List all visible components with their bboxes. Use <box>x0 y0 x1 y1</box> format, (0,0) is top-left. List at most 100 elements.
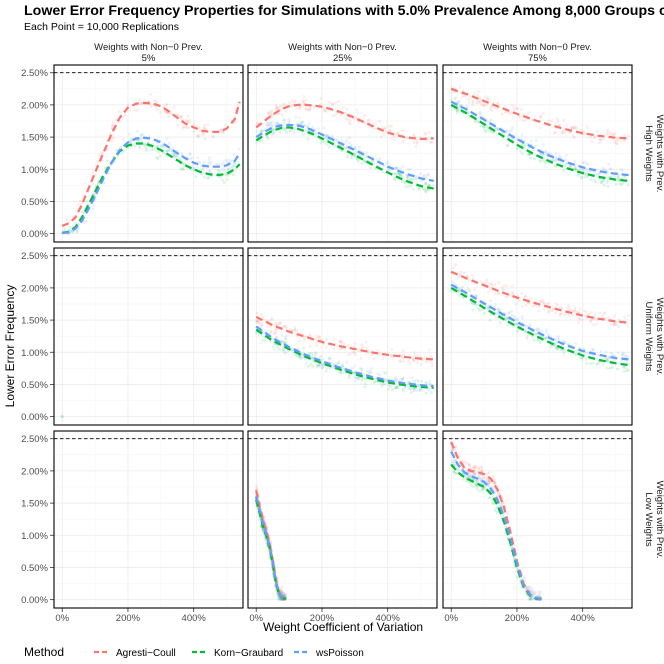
data-point-agresti-coull <box>279 108 283 112</box>
data-point-wspoisson <box>524 324 528 328</box>
data-point-agresti-coull <box>61 228 65 232</box>
data-point-korn-graubard <box>515 329 519 333</box>
data-point-agresti-coull <box>270 318 274 322</box>
data-point-agresti-coull <box>589 320 593 324</box>
data-point-wspoisson <box>540 329 544 333</box>
data-point-wspoisson <box>524 324 528 328</box>
data-point-agresti-coull <box>293 99 297 103</box>
data-point-korn-graubard <box>455 109 459 113</box>
data-point-agresti-coull <box>571 134 575 138</box>
data-point-wspoisson <box>140 133 144 137</box>
data-point-agresti-coull <box>506 294 510 298</box>
data-point-korn-graubard <box>469 483 473 487</box>
data-point-korn-graubard <box>284 337 288 341</box>
data-point-wspoisson <box>199 164 203 168</box>
data-point-agresti-coull <box>505 511 509 515</box>
data-point-korn-graubard <box>332 144 336 148</box>
data-point-agresti-coull <box>573 125 577 129</box>
data-point-korn-graubard <box>425 187 429 191</box>
data-point-agresti-coull <box>492 481 496 485</box>
data-point-korn-graubard <box>403 181 407 185</box>
data-point-agresti-coull <box>201 133 205 137</box>
data-point-agresti-coull <box>376 348 380 352</box>
data-point-agresti-coull <box>481 102 485 106</box>
y-tick-label: 1.50% <box>21 499 48 510</box>
data-point-korn-graubard <box>580 357 584 361</box>
data-point-wspoisson <box>488 299 492 303</box>
data-point-agresti-coull <box>539 114 543 118</box>
data-point-wspoisson <box>545 328 549 332</box>
data-point-wspoisson <box>510 313 514 317</box>
data-point-wspoisson <box>611 353 615 357</box>
data-point-wspoisson <box>226 158 230 162</box>
data-point-agresti-coull <box>110 126 114 130</box>
data-point-wspoisson <box>147 134 151 138</box>
data-point-wspoisson <box>558 154 562 158</box>
data-point-korn-graubard <box>223 172 227 176</box>
data-point-agresti-coull <box>352 350 356 354</box>
data-point-agresti-coull <box>108 131 112 135</box>
data-point-agresti-coull <box>511 290 515 294</box>
data-point-korn-graubard <box>608 366 612 370</box>
data-point-agresti-coull <box>530 118 534 122</box>
data-point-agresti-coull <box>615 142 619 146</box>
data-point-korn-graubard <box>519 149 523 153</box>
data-point-korn-graubard <box>152 147 156 151</box>
data-point-korn-graubard <box>380 384 384 388</box>
data-point-wspoisson <box>591 347 595 351</box>
data-point-agresti-coull <box>550 118 554 122</box>
data-point-korn-graubard <box>396 172 400 176</box>
data-point-agresti-coull <box>470 274 474 278</box>
data-point-agresti-coull <box>467 462 471 466</box>
data-point-wspoisson <box>573 160 577 164</box>
data-point-korn-graubard <box>335 138 339 142</box>
data-point-wspoisson <box>604 350 608 354</box>
data-point-wspoisson <box>282 345 286 349</box>
data-point-wspoisson <box>415 378 419 382</box>
data-point-korn-graubard <box>161 145 165 149</box>
data-point-korn-graubard <box>370 160 374 164</box>
data-point-agresti-coull <box>186 120 190 124</box>
data-point-korn-graubard <box>575 348 579 352</box>
data-point-korn-graubard <box>306 364 310 368</box>
data-point-wspoisson <box>381 170 385 174</box>
data-point-wspoisson <box>279 590 283 594</box>
data-point-korn-graubard <box>384 378 388 382</box>
data-point-agresti-coull <box>472 92 476 96</box>
panel-border <box>53 430 244 609</box>
data-point-agresti-coull <box>551 305 555 309</box>
data-point-korn-graubard <box>614 182 618 186</box>
data-point-agresti-coull <box>616 137 620 141</box>
data-point-wspoisson <box>406 168 410 172</box>
data-point-wspoisson <box>382 371 386 375</box>
data-point-korn-graubard <box>386 387 390 391</box>
data-point-wspoisson <box>616 351 620 355</box>
data-point-agresti-coull <box>607 316 611 320</box>
data-point-agresti-coull <box>91 172 95 176</box>
data-point-agresti-coull <box>575 125 579 129</box>
data-point-agresti-coull <box>584 317 588 321</box>
data-point-agresti-coull <box>401 352 405 356</box>
data-point-wspoisson <box>620 169 624 173</box>
data-point-korn-graubard <box>424 189 428 193</box>
data-point-korn-graubard <box>466 113 470 117</box>
data-point-korn-graubard <box>330 134 334 138</box>
data-point-agresti-coull <box>510 103 514 107</box>
data-point-agresti-coull <box>255 320 259 324</box>
data-point-agresti-coull <box>202 131 206 135</box>
y-tick-label: 2.00% <box>21 283 48 294</box>
data-point-korn-graubard <box>178 167 182 171</box>
data-point-korn-graubard <box>474 294 478 298</box>
data-point-agresti-coull <box>304 98 308 102</box>
data-point-korn-graubard <box>487 496 491 500</box>
data-point-wspoisson <box>510 309 514 313</box>
data-point-wspoisson <box>301 351 305 355</box>
data-point-agresti-coull <box>558 313 562 317</box>
data-point-korn-graubard <box>583 175 587 179</box>
data-point-wspoisson <box>621 352 625 356</box>
data-point-wspoisson <box>510 128 514 132</box>
data-point-agresti-coull <box>186 114 190 118</box>
data-point-agresti-coull <box>152 99 156 103</box>
data-point-korn-graubard <box>360 367 364 371</box>
data-point-agresti-coull <box>302 94 306 98</box>
